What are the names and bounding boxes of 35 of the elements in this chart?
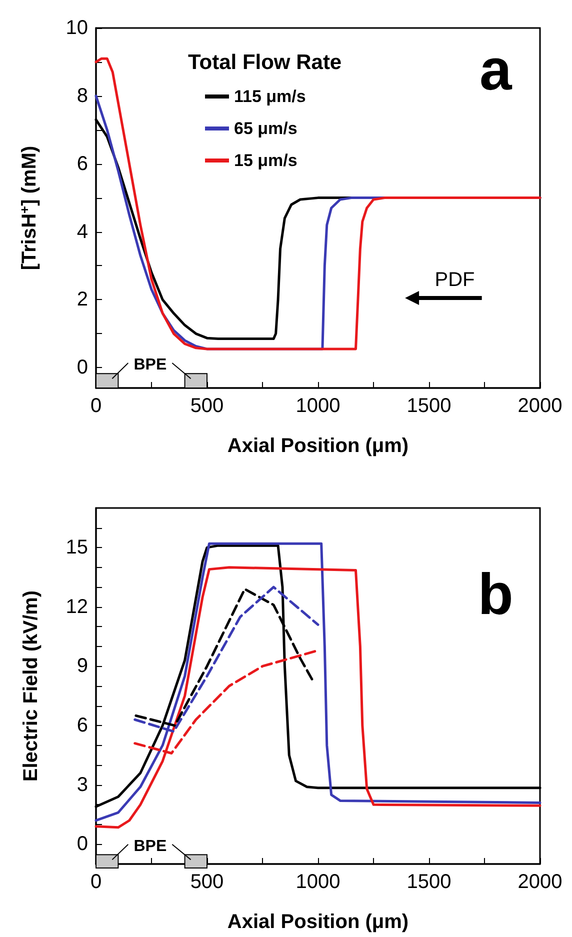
annotation: BPE — [134, 838, 167, 855]
x-tick-label: 500 — [190, 395, 224, 417]
y-tick-label: 8 — [76, 84, 88, 107]
y-tick-label: 4 — [76, 220, 88, 243]
y-tick-label: 2 — [76, 288, 88, 311]
y-tick-label: 3 — [76, 774, 88, 796]
x-tick-label: 0 — [90, 395, 102, 417]
annotation: PDF — [434, 269, 475, 291]
x-tick-label: 1500 — [406, 395, 452, 417]
x-tick-label: 500 — [190, 871, 224, 893]
legend-label: 65 μm/s — [234, 119, 298, 138]
x-tick-label: 1500 — [406, 871, 452, 893]
x-tick-label: 0 — [90, 871, 102, 893]
x-axis-title: Axial Position (μm) — [227, 911, 409, 933]
x-tick-label: 2000 — [518, 871, 562, 893]
x-tick-label: 1000 — [296, 395, 340, 417]
y-tick-label: 12 — [66, 596, 88, 618]
y-tick-label: 10 — [66, 17, 88, 39]
annotation: BPE — [134, 356, 167, 374]
annotation: b — [478, 562, 514, 627]
y-axis-title: Electric Field (kV/m) — [20, 590, 42, 782]
annotation: a — [479, 38, 512, 103]
legend-label: 15 μm/s — [234, 151, 298, 170]
y-tick-label: 0 — [76, 356, 88, 379]
y-axis-title: [TrisH+] (mM) — [17, 146, 40, 270]
y-tick-label: 0 — [76, 833, 88, 856]
x-tick-label: 1000 — [296, 871, 340, 893]
y-tick-label: 6 — [76, 152, 88, 175]
y-tick-label: 9 — [76, 655, 88, 678]
y-tick-label: 6 — [76, 714, 88, 737]
x-tick-label: 2000 — [518, 395, 562, 417]
legend-label: 115 μm/s — [234, 87, 306, 106]
legend-title: Total Flow Rate — [188, 51, 342, 74]
x-axis-title: Axial Position (μm) — [227, 435, 409, 457]
y-tick-label: 15 — [66, 536, 88, 559]
